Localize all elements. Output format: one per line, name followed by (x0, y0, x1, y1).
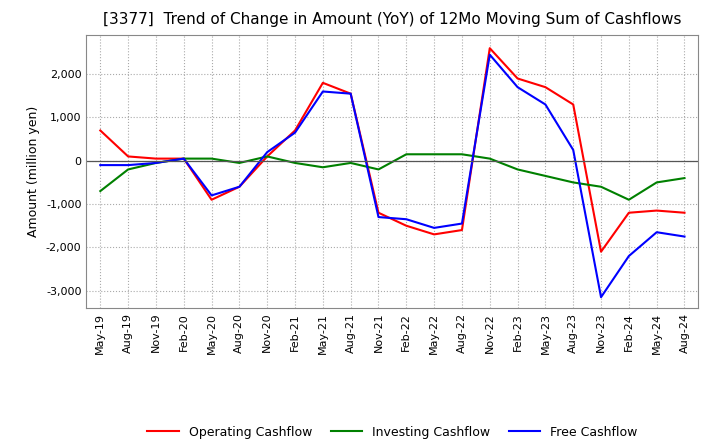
Legend: Operating Cashflow, Investing Cashflow, Free Cashflow: Operating Cashflow, Investing Cashflow, … (143, 421, 642, 440)
Operating Cashflow (96, 128, 104, 133)
Free Cashflow (458, 221, 467, 226)
Free Cashflow (207, 193, 216, 198)
Free Cashflow (124, 162, 132, 168)
Investing Cashflow (680, 176, 689, 181)
Operating Cashflow (235, 184, 243, 189)
Free Cashflow (235, 184, 243, 189)
Operating Cashflow (318, 80, 327, 85)
Investing Cashflow (291, 160, 300, 165)
Investing Cashflow (207, 156, 216, 161)
Investing Cashflow (96, 188, 104, 194)
Operating Cashflow (569, 102, 577, 107)
Operating Cashflow (179, 156, 188, 161)
Investing Cashflow (374, 167, 383, 172)
Investing Cashflow (263, 154, 271, 159)
Operating Cashflow (346, 91, 355, 96)
Free Cashflow (430, 225, 438, 231)
Investing Cashflow (597, 184, 606, 189)
Line: Free Cashflow: Free Cashflow (100, 55, 685, 297)
Free Cashflow (179, 156, 188, 161)
Operating Cashflow (430, 232, 438, 237)
Free Cashflow (291, 130, 300, 135)
Investing Cashflow (569, 180, 577, 185)
Operating Cashflow (541, 84, 550, 90)
Operating Cashflow (458, 227, 467, 233)
Investing Cashflow (152, 160, 161, 165)
Free Cashflow (402, 216, 410, 222)
Operating Cashflow (624, 210, 633, 215)
Line: Operating Cashflow: Operating Cashflow (100, 48, 685, 252)
Operating Cashflow (374, 210, 383, 215)
Operating Cashflow (207, 197, 216, 202)
Free Cashflow (597, 294, 606, 300)
Investing Cashflow (513, 167, 522, 172)
Investing Cashflow (318, 165, 327, 170)
Free Cashflow (513, 84, 522, 90)
Investing Cashflow (402, 152, 410, 157)
Title: [3377]  Trend of Change in Amount (YoY) of 12Mo Moving Sum of Cashflows: [3377] Trend of Change in Amount (YoY) o… (103, 12, 682, 27)
Operating Cashflow (485, 46, 494, 51)
Operating Cashflow (152, 156, 161, 161)
Free Cashflow (485, 52, 494, 57)
Free Cashflow (541, 102, 550, 107)
Operating Cashflow (263, 154, 271, 159)
Investing Cashflow (124, 167, 132, 172)
Free Cashflow (374, 214, 383, 220)
Operating Cashflow (402, 223, 410, 228)
Free Cashflow (652, 230, 661, 235)
Free Cashflow (318, 89, 327, 94)
Free Cashflow (152, 160, 161, 165)
Free Cashflow (569, 147, 577, 153)
Operating Cashflow (680, 210, 689, 215)
Free Cashflow (346, 91, 355, 96)
Investing Cashflow (346, 160, 355, 165)
Free Cashflow (263, 150, 271, 155)
Operating Cashflow (513, 76, 522, 81)
Operating Cashflow (652, 208, 661, 213)
Investing Cashflow (652, 180, 661, 185)
Investing Cashflow (458, 152, 467, 157)
Investing Cashflow (624, 197, 633, 202)
Investing Cashflow (485, 156, 494, 161)
Investing Cashflow (430, 152, 438, 157)
Free Cashflow (96, 162, 104, 168)
Free Cashflow (680, 234, 689, 239)
Investing Cashflow (235, 160, 243, 165)
Operating Cashflow (597, 249, 606, 254)
Investing Cashflow (541, 173, 550, 179)
Y-axis label: Amount (million yen): Amount (million yen) (27, 106, 40, 237)
Line: Investing Cashflow: Investing Cashflow (100, 154, 685, 200)
Free Cashflow (624, 253, 633, 259)
Operating Cashflow (124, 154, 132, 159)
Operating Cashflow (291, 128, 300, 133)
Investing Cashflow (179, 156, 188, 161)
